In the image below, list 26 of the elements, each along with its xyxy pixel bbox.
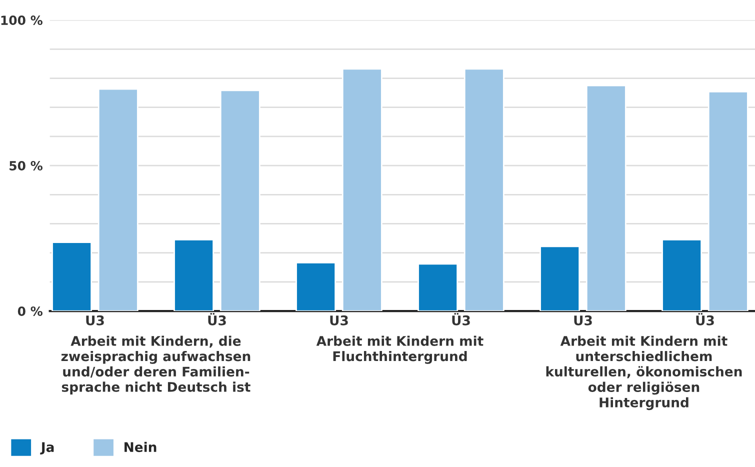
x-tick-label: Ü3 (696, 313, 714, 326)
x-tick-label: U3 (330, 315, 348, 326)
x-tick-label: Ü3 (452, 313, 470, 326)
legend-label: Nein (124, 442, 156, 452)
bar (708, 90, 748, 312)
bar (98, 88, 138, 312)
bar (342, 68, 382, 312)
bar (220, 90, 260, 312)
text: Arbeit mit Kindern mit Fluchthintergrund (316, 336, 484, 364)
text: Arbeit mit Kindern mit unterschiedlichem kulturellen, ökonomischen oder religiösen Hintergrund (546, 336, 742, 410)
x-tick-label: U3 (574, 315, 592, 326)
y-tick-label: 50 % (10, 161, 42, 170)
bar (586, 84, 626, 312)
text: Arbeit mit Kindern, die zweisprachig aufwachsen und/oder deren Familien-sprache nicht Deutsch ist (61, 336, 250, 394)
bar (540, 246, 580, 312)
bar (174, 239, 214, 312)
legend-label: Ja (40, 442, 54, 455)
bar (464, 68, 504, 312)
bar (418, 263, 458, 312)
bar (52, 242, 92, 312)
bar (296, 262, 336, 312)
y-tick-label: 0 % (18, 306, 42, 316)
x-tick-label: U3 (86, 315, 104, 326)
x-tick-label: Ü3 (208, 313, 226, 326)
y-tick-label: 100 % (1, 16, 42, 26)
bar (662, 239, 702, 312)
